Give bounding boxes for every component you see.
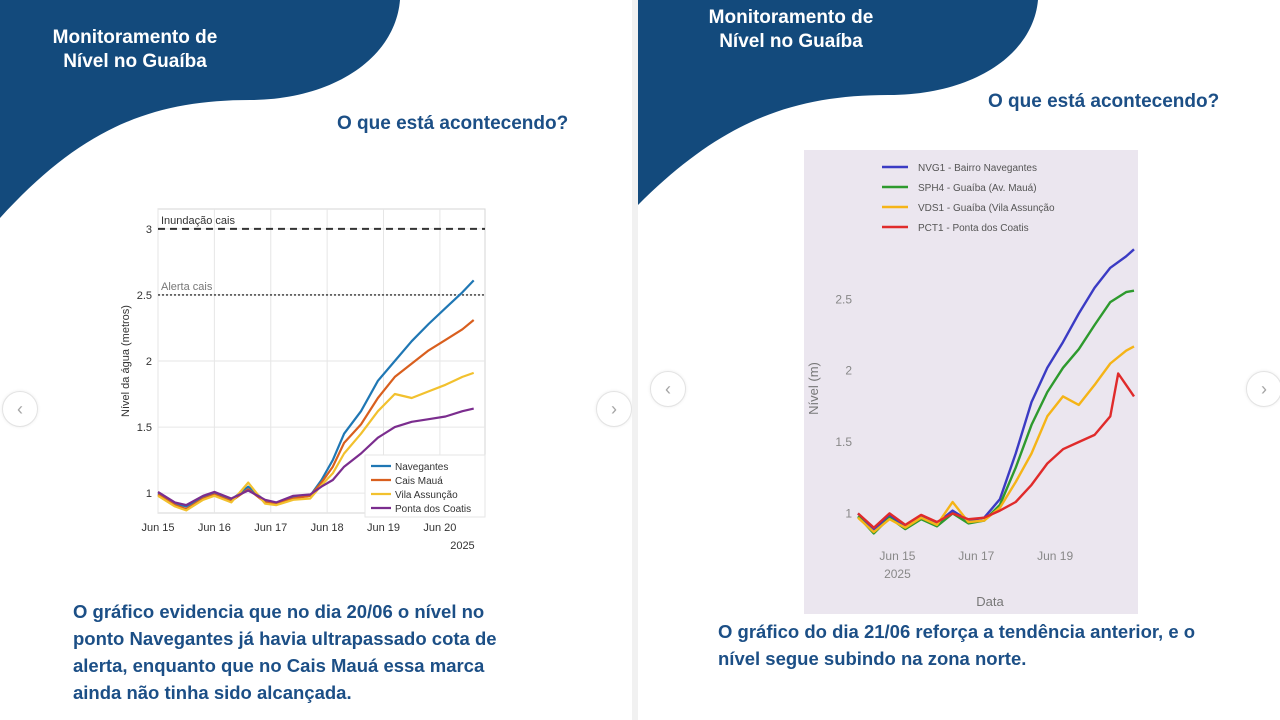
body-line-2: nível segue subindo na zona norte. — [718, 648, 1027, 669]
slide-2: Monitoramento de Nível no Guaíba O que e… — [638, 0, 1280, 710]
x-tick-label: Jun 15 — [141, 522, 174, 534]
x-tick-label: Jun 19 — [1037, 549, 1073, 563]
chevron-right-icon: › — [611, 398, 617, 419]
x-axis-label: Data — [976, 594, 1004, 609]
y-tick-label: 2 — [146, 356, 152, 368]
prev-slide-button[interactable]: ‹ — [2, 391, 38, 427]
legend-label: SPH4 - Guaíba (Av. Mauá) — [918, 183, 1037, 194]
body-paragraph: O gráfico evidencia que no dia 20/06 o n… — [73, 598, 593, 706]
chevron-right-icon: › — [1261, 378, 1267, 399]
y-tick-label: 2 — [845, 364, 852, 378]
x-tick-label: Jun 19 — [367, 522, 400, 534]
x-tick-label: Jun 20 — [423, 522, 456, 534]
y-axis-label: Nível (m) — [806, 362, 821, 415]
legend-label: Navegantes — [395, 462, 448, 473]
x-tick-label: Jun 17 — [958, 549, 994, 563]
question-heading: O que está acontecendo? — [988, 91, 1220, 112]
next-slide-button[interactable]: › — [1246, 371, 1280, 407]
body-paragraph: O gráfico do dia 21/06 reforça a tendênc… — [718, 618, 1278, 672]
x-tick-label: Jun 17 — [254, 522, 287, 534]
series-line — [857, 289, 1135, 535]
x-tick-label: Jun 16 — [198, 522, 231, 534]
y-tick-label: 1.5 — [137, 422, 152, 434]
y-tick-label: 1 — [845, 506, 852, 520]
y-axis-label: Nível da água (metros) — [120, 305, 132, 417]
brand-title-line1: Monitoramento de — [708, 7, 874, 28]
x-tick-label: Jun 15 — [879, 549, 915, 563]
prev-slide-button[interactable]: ‹ — [650, 371, 686, 407]
question-heading: O que está acontecendo? — [337, 113, 569, 134]
brand-title-line2: Nível no Guaíba — [719, 31, 863, 52]
body-line-4: ainda não tinha sido alcançada. — [73, 682, 352, 703]
series-line — [157, 319, 475, 511]
year-label: 2025 — [884, 567, 911, 581]
legend-label: Cais Mauá — [395, 476, 443, 487]
y-tick-label: 1.5 — [835, 435, 852, 449]
series-line — [157, 407, 474, 507]
y-tick-label: 2.5 — [835, 292, 852, 306]
series-line — [857, 372, 1135, 529]
legend-label: Ponta dos Coatis — [395, 504, 471, 515]
reference-label: Alerta cais — [161, 281, 213, 293]
legend-label: Vila Assunção — [395, 490, 458, 501]
chevron-left-icon: ‹ — [665, 378, 671, 399]
water-level-chart: Jun 15 Jun 16 Jun 17 Jun 18 Jun 19 Jun 20 1 1.5… — [120, 208, 486, 552]
body-line-2: ponto Navegantes já havia ultrapassado c… — [73, 628, 497, 649]
body-line-1: O gráfico do dia 21/06 reforça a tendênc… — [718, 621, 1196, 642]
water-level-chart: 1 1.5 2 2.5 Jun 15 Jun 17 Jun 19 2025 Data Nível … — [804, 150, 1138, 614]
reference-label: Inundação cais — [161, 215, 235, 227]
body-line-1: O gráfico evidencia que no dia 20/06 o n… — [73, 601, 485, 622]
year-label: 2025 — [450, 540, 474, 552]
series-line — [857, 345, 1135, 534]
brand-header-shape — [638, 0, 1038, 205]
y-tick-label: 1 — [146, 488, 152, 500]
brand-title-line1: Monitoramento de — [52, 27, 218, 48]
legend-label: VDS1 - Guaíba (Vila Assunção — [918, 203, 1055, 214]
x-tick-label: Jun 18 — [311, 522, 344, 534]
slide-1: Monitoramento de Nível no Guaíba O que e… — [0, 0, 632, 710]
y-tick-label: 3 — [146, 224, 152, 236]
next-slide-button[interactable]: › — [596, 391, 632, 427]
brand-title: Monitoramento de Nível no Guaíba — [30, 26, 240, 74]
y-tick-label: 2.5 — [137, 290, 152, 302]
chevron-left-icon: ‹ — [17, 398, 23, 419]
brand-title-line2: Nível no Guaíba — [63, 51, 207, 72]
body-line-3: alerta, enquanto que no Cais Mauá essa m… — [73, 655, 485, 676]
brand-header-shape — [0, 0, 400, 218]
legend-label: NVG1 - Bairro Navegantes — [918, 163, 1037, 174]
brand-title: Monitoramento de Nível no Guaíba — [686, 6, 896, 54]
slide-divider — [632, 0, 638, 720]
legend-label: PCT1 - Ponta dos Coatis — [918, 223, 1029, 234]
chart-background — [804, 150, 1138, 614]
